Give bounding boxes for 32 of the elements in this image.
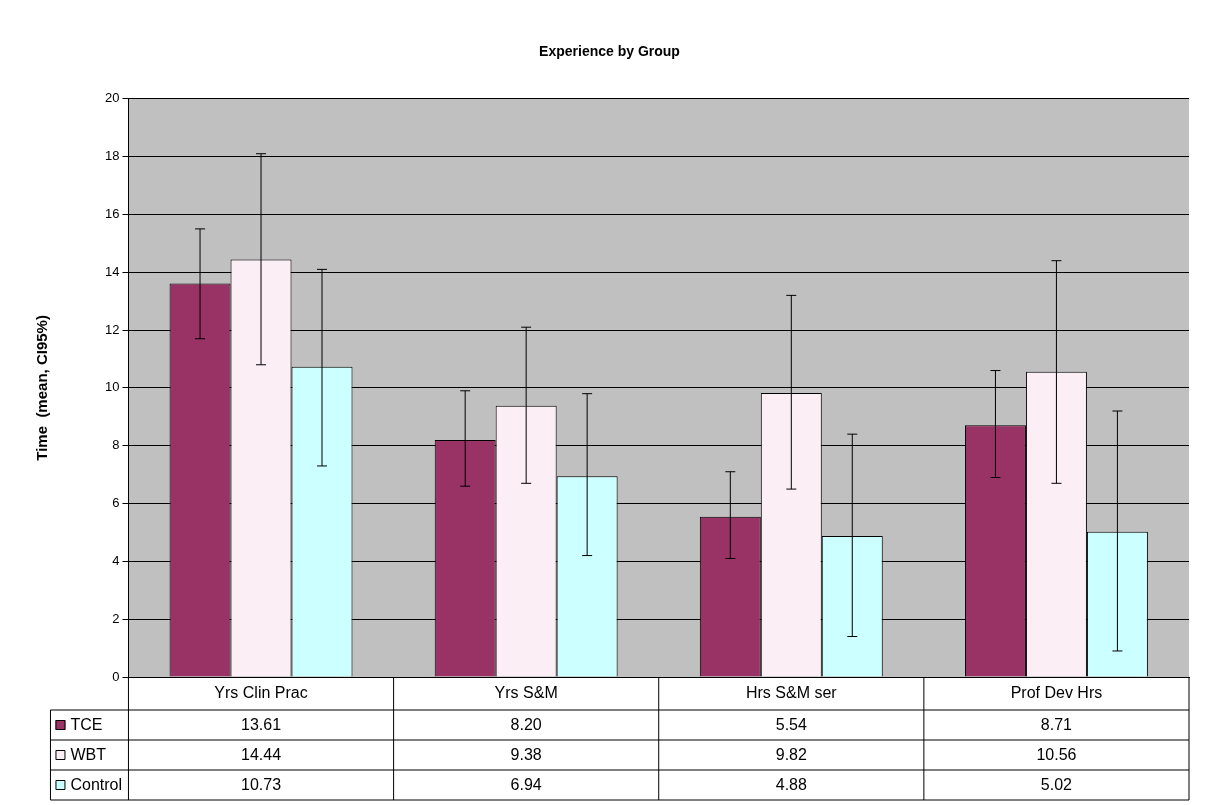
y-tick-label: 0 <box>112 668 120 684</box>
y-tick-label: 2 <box>112 610 120 626</box>
data-label: 14.44 <box>241 746 282 764</box>
data-label: 8.20 <box>510 716 542 734</box>
data-label: 4.88 <box>775 776 807 794</box>
x-tick-label: Hrs S&M ser <box>745 683 838 701</box>
data-label: 5.02 <box>1040 776 1073 794</box>
data-label: 8.71 <box>1040 716 1073 734</box>
legend-label: WBT <box>70 746 107 764</box>
y-tick-label: 4 <box>112 552 120 568</box>
y-tick-label: 8 <box>112 437 120 453</box>
chart-title: Experience by Group <box>539 43 680 60</box>
x-tick-label: Yrs Clin Prac <box>214 683 308 701</box>
x-tick-label: Prof Dev Hrs <box>1010 683 1103 701</box>
y-tick-label: 16 <box>104 206 120 222</box>
y-tick-label: 20 <box>104 90 120 106</box>
data-label: 13.61 <box>241 716 282 734</box>
y-axis-title: Time (mean, CI95%) <box>33 315 51 461</box>
data-label: 6.94 <box>510 776 542 794</box>
legend-label: Control <box>70 776 123 794</box>
y-tick-label: 18 <box>104 148 120 164</box>
data-label: 9.82 <box>775 746 807 764</box>
x-tick-label: Yrs S&M <box>494 683 558 701</box>
y-tick-label: 10 <box>104 379 120 395</box>
y-tick-label: 6 <box>112 495 120 511</box>
legend-label: TCE <box>70 716 103 734</box>
data-label: 9.38 <box>510 746 542 764</box>
y-tick-label: 14 <box>104 263 120 279</box>
y-tick-label: 12 <box>104 321 120 337</box>
data-label: 10.73 <box>241 776 282 794</box>
data-label: 10.56 <box>1036 746 1077 764</box>
data-label: 5.54 <box>775 716 807 734</box>
